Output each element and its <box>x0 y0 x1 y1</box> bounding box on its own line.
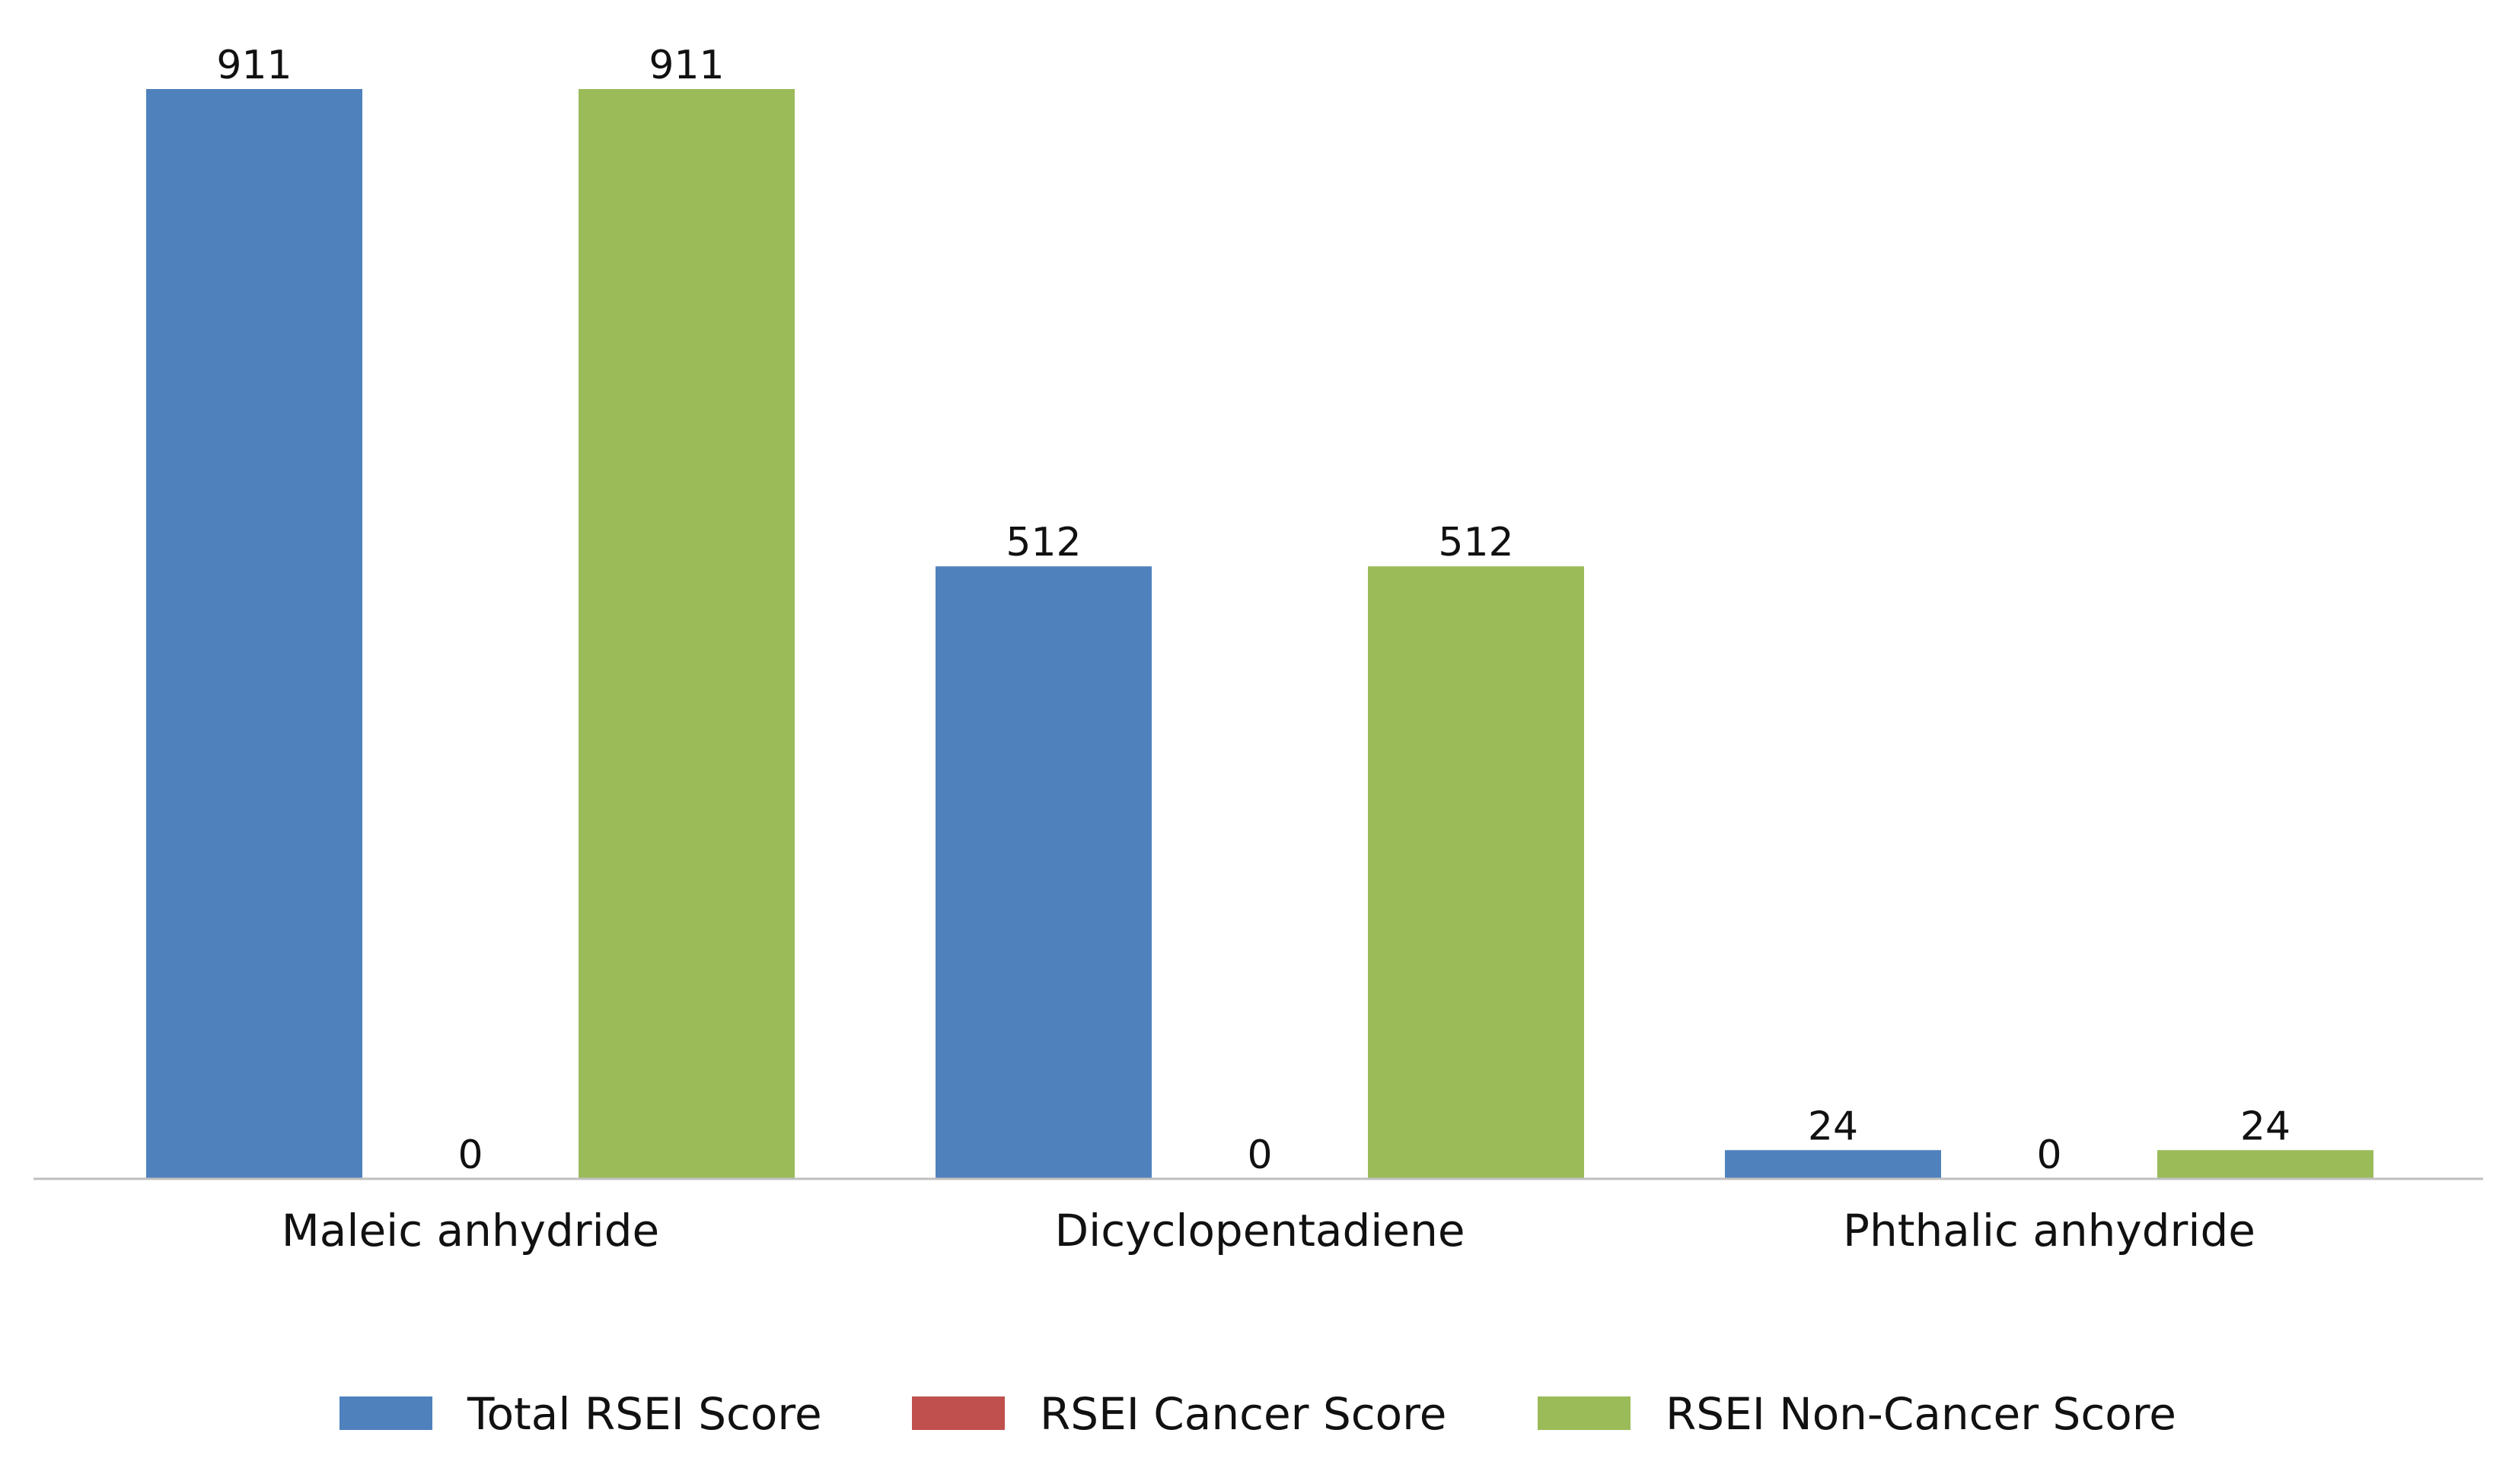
data-label: 0 <box>457 1132 483 1178</box>
x-tick-label: Phthalic anhydride <box>1843 1205 2255 1256</box>
bar-2-2 <box>2157 1150 2373 1179</box>
bars-layer <box>146 89 2373 1179</box>
bar-0-1 <box>936 566 1152 1179</box>
bar-0-0 <box>146 89 362 1179</box>
data-label: 24 <box>1808 1103 1858 1149</box>
x-tick-labels: Maleic anhydride Dicyclopentadiene Phthali… <box>282 1205 2255 1256</box>
legend-label: RSEI Cancer Score <box>1040 1388 1446 1440</box>
data-label: 911 <box>216 43 292 88</box>
data-label: 24 <box>2240 1103 2290 1149</box>
legend-label: Total RSEI Score <box>467 1388 822 1440</box>
data-label: 512 <box>1438 520 1513 565</box>
bar-2-0 <box>579 89 795 1179</box>
data-label: 0 <box>2036 1132 2061 1178</box>
data-label: 512 <box>1006 520 1081 565</box>
legend-swatch <box>340 1396 432 1430</box>
legend-swatch <box>1538 1396 1631 1430</box>
x-tick-label: Maleic anhydride <box>282 1205 659 1256</box>
legend-label: RSEI Non-Cancer Score <box>1666 1388 2176 1440</box>
bar-0-2 <box>1725 1150 1941 1179</box>
data-label: 0 <box>1247 1132 1272 1178</box>
bar-2-1 <box>1368 566 1584 1179</box>
data-label: 911 <box>649 43 724 88</box>
legend: Total RSEI Score RSEI Cancer Score RSEI No… <box>340 1388 2176 1440</box>
data-labels-layer: 911 0 911 512 0 512 24 0 24 <box>216 43 2290 1178</box>
legend-swatch <box>912 1396 1005 1430</box>
x-tick-label: Dicyclopentadiene <box>1054 1205 1465 1256</box>
